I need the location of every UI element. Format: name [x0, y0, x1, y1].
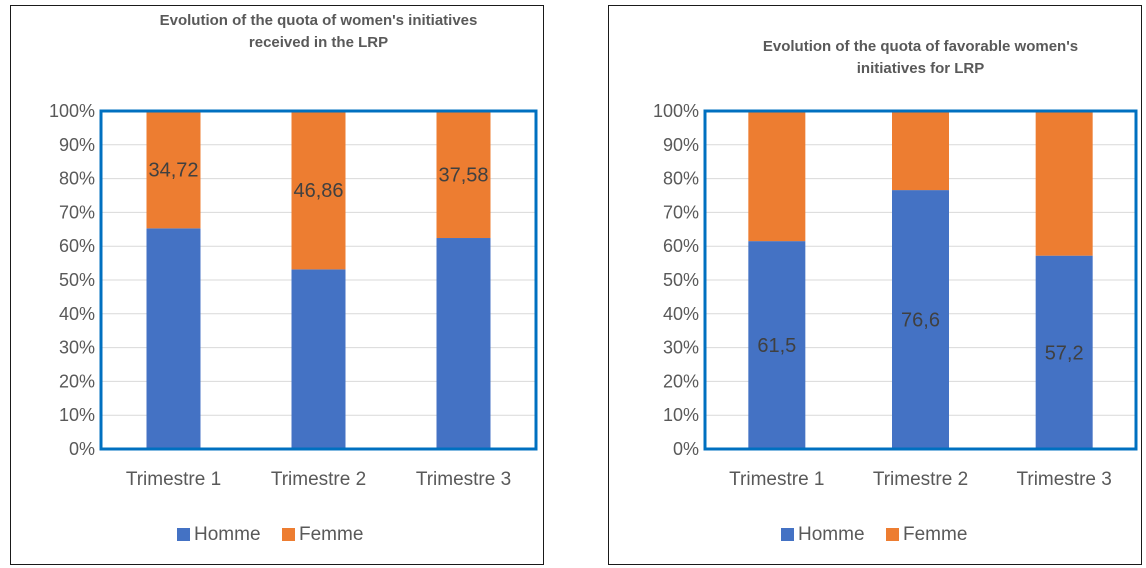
bar-homme-1 [146, 228, 201, 449]
data-label: 61,5 [757, 335, 796, 357]
y-tick-label: 10% [59, 405, 95, 425]
y-tick-label: 90% [59, 135, 95, 155]
bar-homme-3 [436, 238, 491, 449]
data-label: 57,2 [1045, 342, 1084, 364]
bar-femme-2 [892, 111, 949, 191]
y-tick-label: 90% [663, 135, 699, 155]
chart-title-line: initiatives for LRP [857, 60, 985, 77]
y-tick-label: 20% [663, 371, 699, 391]
data-label: 34,72 [148, 160, 198, 182]
bar-femme-3 [1035, 111, 1093, 256]
legend-label-femme: Femme [903, 524, 967, 545]
data-label: 76,6 [901, 310, 940, 332]
bar-femme-2 [291, 111, 346, 270]
bar-homme-2 [291, 269, 346, 449]
legend-swatch-femme [282, 528, 295, 541]
y-tick-label: 50% [663, 270, 699, 290]
legend-label-homme: Homme [194, 524, 261, 545]
y-tick-label: 30% [59, 338, 95, 358]
chart-panel-received: Evolution of the quota of women's initia… [10, 5, 544, 565]
chart-title-line: Evolution of the quota of favorable wome… [763, 38, 1078, 55]
chart-title-line: received in the LRP [249, 34, 388, 51]
bar-femme-1 [146, 111, 201, 229]
y-tick-label: 70% [663, 202, 699, 222]
y-tick-label: 40% [59, 304, 95, 324]
chart-panel-favorable: Evolution of the quota of favorable wome… [608, 5, 1142, 565]
plot-area-border [99, 109, 538, 451]
legend-swatch-homme [177, 528, 190, 541]
y-tick-label: 0% [673, 439, 699, 459]
category-label: Trimestre 3 [416, 469, 511, 490]
y-tick-label: 50% [59, 270, 95, 290]
y-tick-label: 10% [663, 405, 699, 425]
plot-area-border [703, 109, 1138, 451]
category-label: Trimestre 2 [271, 469, 366, 490]
bar-homme-2 [892, 190, 949, 450]
y-tick-label: 30% [663, 338, 699, 358]
bar-femme-1 [748, 111, 806, 242]
bar-homme-3 [1035, 255, 1093, 449]
y-tick-label: 70% [59, 202, 95, 222]
y-tick-label: 80% [663, 169, 699, 189]
y-tick-label: 100% [49, 101, 95, 121]
category-label: Trimestre 3 [1016, 469, 1111, 490]
legend-label-femme: Femme [299, 524, 363, 545]
legend-label-homme: Homme [798, 524, 865, 545]
y-tick-label: 80% [59, 169, 95, 189]
y-tick-label: 60% [59, 236, 95, 256]
y-tick-label: 40% [663, 304, 699, 324]
y-tick-label: 100% [653, 101, 699, 121]
category-label: Trimestre 1 [126, 469, 221, 490]
chart-favorable-svg: Evolution of the quota of favorable wome… [653, 38, 1138, 545]
data-label: 37,58 [438, 165, 488, 187]
chart-title-line: Evolution of the quota of women's initia… [160, 12, 478, 29]
bar-homme-1 [748, 241, 806, 449]
bar-femme-3 [436, 111, 491, 239]
category-label: Trimestre 1 [729, 469, 824, 490]
y-tick-label: 20% [59, 371, 95, 391]
y-tick-label: 60% [663, 236, 699, 256]
legend-swatch-femme [886, 528, 899, 541]
y-tick-label: 0% [69, 439, 95, 459]
data-label: 46,86 [293, 180, 343, 202]
category-label: Trimestre 2 [873, 469, 968, 490]
chart-received-svg: Evolution of the quota of women's initia… [49, 12, 538, 545]
legend-swatch-homme [781, 528, 794, 541]
